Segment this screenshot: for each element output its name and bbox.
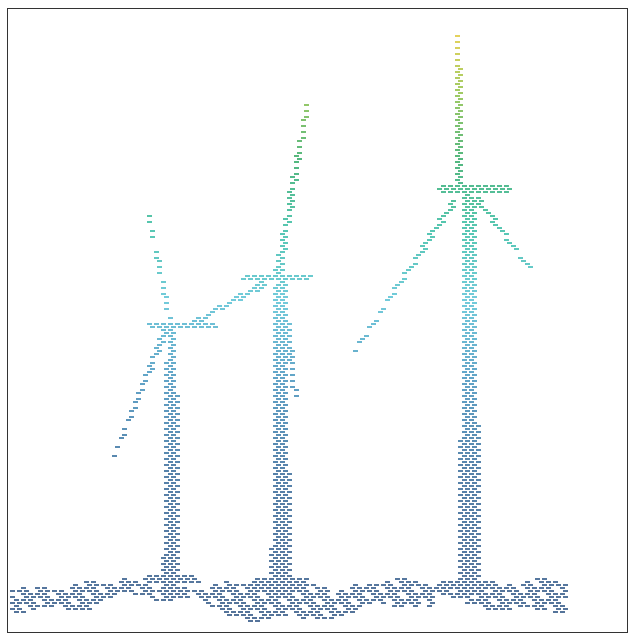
point-cloud (10, 35, 568, 622)
frame (7, 8, 628, 633)
